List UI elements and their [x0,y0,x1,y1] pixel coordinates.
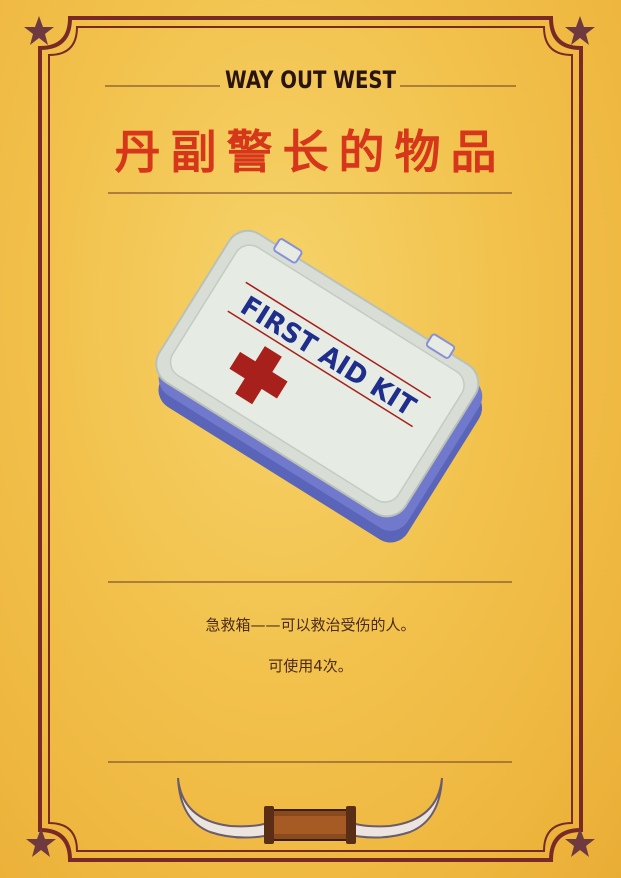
item-description: 急救箱——可以救治受伤的人。 [205,616,416,634]
star-icon [565,16,595,45]
star-icon [565,828,595,857]
card-title: 丹副警长的物品 [114,125,507,179]
longhorn-icon [177,777,443,844]
item-uses: 可使用4次。 [268,657,353,675]
star-icon [24,16,54,45]
first-aid-kit-icon: FIRST AID KIT [155,229,483,543]
red-cross-icon [229,346,288,405]
game-series-label: WAY OUT WEST [224,66,396,94]
star-icon [26,828,56,857]
